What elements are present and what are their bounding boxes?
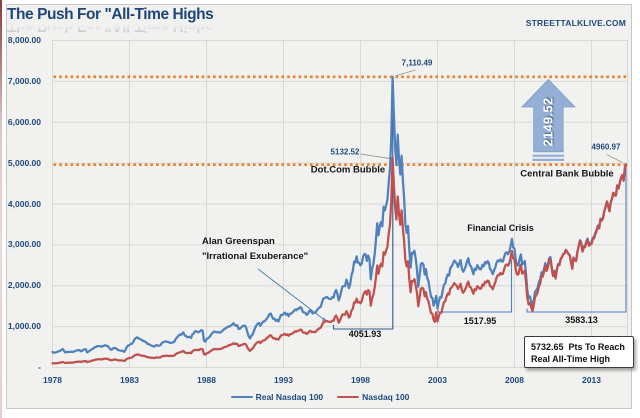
chart-legend: Real Nasdaq 100 Nasdaq 100 [0,392,640,402]
chart-title: The Push For "All-Time Highs [7,6,214,23]
gap-arrow-stripe [532,158,565,161]
y-tick-label: - [38,362,41,372]
legend-label-real: Real Nasdaq 100 [255,392,324,402]
annotation-v4051: 4051.93 [348,328,382,339]
y-tick-label: 1,000.00 [7,321,41,332]
x-tick-label: 1998 [351,374,370,385]
leader-4960 [606,154,623,163]
x-tick-label: 1993 [274,374,293,385]
leader-7110 [395,69,416,77]
plot-border [52,40,628,368]
site-brand: STREETTALKLIVE.COM [525,17,626,28]
greenspan-annotation: Alan Greenspan "Irrational Exuberance" [202,234,308,264]
annotation-v1517: 1517.95 [463,315,497,326]
x-tick-label: 2008 [505,374,524,385]
callout-line1: 5732.65 Pts To Reach [531,341,625,352]
x-tick-label: 1983 [120,374,139,385]
series-real-nasdaq-100 [51,75,628,354]
y-tick-label: 2,000.00 [7,280,41,291]
x-tick-label: 1978 [43,374,62,385]
y-tick-label: 6,000.00 [7,116,41,127]
y-tick-label: 8,000.00 [7,35,41,45]
y-tick-label: 3,000.00 [7,239,41,250]
bracket-1517 [437,259,513,313]
x-tick-label: 2013 [582,374,601,385]
annotation-v3583: 3583.13 [565,315,598,325]
points-to-reach-callout: 5732.65 Pts To Reach Real All-Time High [524,336,634,368]
peak-to-4051-bracket [332,77,394,330]
annotation-central_bank: Central Bank Bubble [520,168,614,180]
left-edge-accent [0,0,2,418]
y-tick-label: 4,000.00 [7,198,41,209]
annotation-current_val: 4960.97 [591,142,621,152]
callout-line2: Real All-Time High [531,354,611,364]
annotation-fin_crisis: Financial Crisis [467,222,534,233]
leader-5132 [360,153,391,159]
greenspan-line2: "Irrational Exuberance" [202,251,309,262]
annotation-peak_label: 7,110.49 [401,58,433,68]
gap-arrow [520,78,576,153]
x-tick-label: 2003 [428,374,447,385]
series-nasdaq-100 [51,156,628,365]
gap-arrow-stripe [532,154,565,157]
gap-arrow-label: 2149.52 [540,97,556,147]
annotation-dotcom_peak: 5132.52 [330,147,360,156]
y-tick-label: 7,000.00 [7,75,41,86]
bracket-3583 [526,164,627,313]
greenspan-line1: Alan Greenspan [202,236,275,247]
y-tick-label: 5,000.00 [7,157,41,168]
legend-swatch-real [230,395,253,399]
annotation-dotcom: Dot.Com Bubble [310,164,386,175]
legend-label-nominal: Nasdaq 100 [362,392,410,402]
legend-swatch-nominal [337,395,360,399]
x-tick-label: 1988 [197,374,216,385]
